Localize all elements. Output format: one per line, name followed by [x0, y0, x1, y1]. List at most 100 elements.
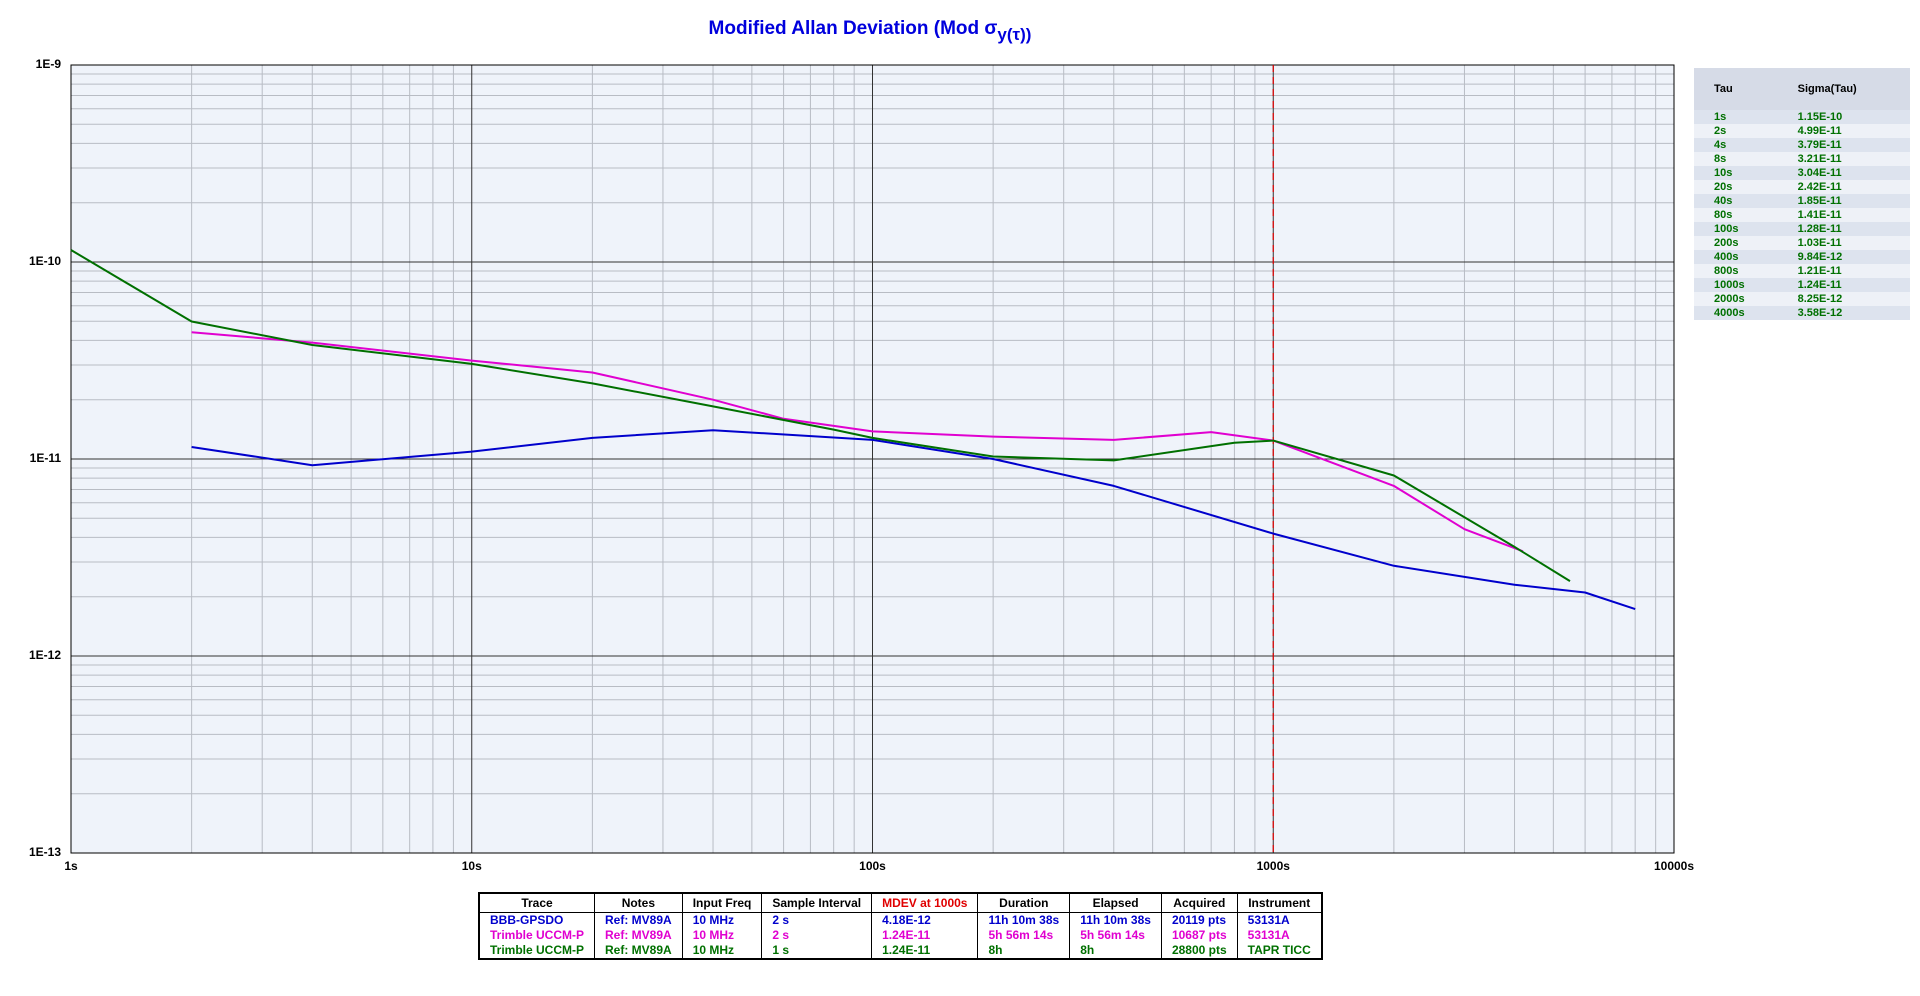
tau-header: Tau: [1694, 68, 1778, 110]
x-tick-label: 10s: [462, 859, 482, 873]
tau-row: 8s 3.21E-11: [1694, 152, 1910, 166]
tau-cell: 1.85E-11: [1777, 194, 1910, 208]
tau-row: 4s 3.79E-11: [1694, 138, 1910, 152]
tau-cell: 100s: [1694, 222, 1778, 236]
trace-cell: TAPR TICC: [1236, 943, 1323, 959]
series-line: [191, 331, 1524, 553]
trace-header: Trace: [478, 892, 596, 913]
tau-cell: 2000s: [1714, 293, 1745, 305]
tau-cell: 2.42E-11: [1797, 181, 1842, 193]
trace-cell: Ref: MV89A: [594, 928, 683, 943]
trace-header: Acquired: [1160, 892, 1238, 913]
y-tick-label: 1E-11: [30, 451, 62, 465]
trace-cell: 2 s: [761, 912, 873, 928]
plot-frame: [70, 64, 1675, 854]
title-main: Modified Allan Deviation (Mod σ: [709, 18, 998, 39]
tau-row: 10s 3.04E-11: [1694, 166, 1910, 180]
trace-header: MDEV at 1000s: [871, 892, 979, 913]
trace-cell: 10 MHz: [681, 928, 763, 943]
y-tick-label: 1E-9: [36, 57, 62, 71]
trace-cell: 4.18E-12: [871, 912, 979, 928]
trace-row: Trimble UCCM-P Ref: MV89A 10 MHz 2 s 1.24E-1…: [478, 928, 1323, 943]
tau-cell: 80s: [1714, 209, 1733, 221]
tau-cell: 10s: [1694, 166, 1778, 180]
x-tick-label: 100s: [859, 859, 886, 873]
tau-cell: 1s: [1694, 110, 1778, 124]
trace-cell: Ref: MV89A: [594, 912, 683, 928]
trace-cell: 1 s: [761, 943, 873, 959]
trace-cell: 2 s: [761, 928, 873, 943]
tau-cell: 4s: [1694, 138, 1778, 152]
tau-cell: 3.58E-12: [1777, 306, 1910, 320]
tau-row: 2000s 8.25E-12: [1694, 292, 1910, 306]
trace-cell: 11h 10m 38s: [1069, 912, 1162, 928]
tau-cell: 3.79E-11: [1777, 138, 1910, 152]
tau-row: 100s 1.28E-11: [1694, 222, 1910, 236]
y-tick-label: 1E-10: [29, 254, 61, 268]
trace-header: Duration: [977, 892, 1071, 913]
x-tick-label: 10000s: [1654, 859, 1694, 873]
tau-cell: 200s: [1714, 237, 1739, 249]
tau-header-row: Tau Sigma(Tau): [1694, 68, 1910, 110]
tau-cell: 1000s: [1694, 278, 1778, 292]
tau-cell: 1.28E-11: [1777, 222, 1910, 236]
trace-header-row: Trace Notes Input Freq Sample Interval MDEV …: [478, 892, 1323, 913]
trace-header: Input Freq: [681, 892, 763, 913]
title-subscript: y: [997, 25, 1007, 44]
tau-row: 1000s 1.24E-11: [1694, 278, 1910, 292]
tau-cell: 800s: [1714, 265, 1739, 277]
chart: Modified Allan Deviation (Mod σy(τ)) 1s 1…: [29, 18, 1694, 873]
trace-header: Sample Interval: [761, 892, 873, 913]
tau-cell: 9.84E-12: [1777, 250, 1910, 264]
y-tick-label: 1E-13: [29, 845, 61, 859]
tau-cell: 2s: [1714, 125, 1727, 137]
trace-name: BBB-GPSDO: [478, 912, 596, 928]
tau-cell: 8.25E-12: [1797, 293, 1843, 305]
tau-cell: 1.03E-11: [1797, 237, 1842, 249]
tau-row: 1s 1.15E-10: [1694, 110, 1910, 124]
trace-cell: 10 MHz: [681, 943, 763, 959]
tau-cell: 1.24E-11: [1777, 278, 1910, 292]
tau-row: 40s 1.85E-11: [1694, 194, 1910, 208]
tau-cell: 4000s: [1694, 306, 1778, 320]
tau-cell: 40s: [1694, 194, 1778, 208]
trace-cell: 8h: [1069, 943, 1162, 959]
trace-name: Trimble UCCM-P: [478, 928, 596, 943]
trace-name: Trimble UCCM-P: [478, 943, 596, 959]
trace-cell: 1.24E-11: [871, 928, 979, 943]
trace-cell: 1.24E-11: [871, 943, 979, 959]
tau-cell: 1.21E-11: [1797, 265, 1842, 277]
tau-cell: 3.21E-11: [1797, 153, 1842, 165]
title-tail: (τ)): [1007, 25, 1032, 44]
trace-cell: 10687 pts: [1160, 928, 1238, 943]
tau-row: 20s 2.42E-11: [1694, 180, 1910, 194]
trace-cell: 10 MHz: [681, 912, 763, 928]
tau-row: 80s 1.41E-11: [1694, 208, 1910, 222]
series-line: [191, 429, 1636, 611]
tau-row: 4000s 3.58E-12: [1694, 306, 1910, 320]
tau-cell: 400s: [1694, 250, 1778, 264]
trace-row: BBB-GPSDO Ref: MV89A 10 MHz 2 s 4.18E-12 11h …: [478, 912, 1323, 928]
trace-header: Elapsed: [1069, 892, 1162, 913]
trace-cell: 20119 pts: [1160, 912, 1238, 928]
y-tick-label: 1E-12: [29, 648, 61, 662]
tau-row: 800s 1.21E-11: [1694, 264, 1910, 278]
trace-cell: 11h 10m 38s: [977, 912, 1071, 928]
tau-cell: 4.99E-11: [1797, 125, 1842, 137]
trace-cell: 28800 pts: [1160, 943, 1238, 959]
tau-row: 2s 4.99E-11: [1694, 124, 1910, 138]
trace-cell: Ref: MV89A: [594, 943, 683, 959]
tau-cell: 1.41E-11: [1797, 209, 1842, 221]
series-line: [70, 249, 1571, 582]
trace-cell: 53131A: [1236, 928, 1323, 943]
trace-cell: 8h: [977, 943, 1071, 959]
tau-cell: 8s: [1714, 153, 1727, 165]
trace-cell: 53131A: [1236, 912, 1323, 928]
tau-row: 400s 9.84E-12: [1694, 250, 1910, 264]
trace-cell: 5h 56m 14s: [1069, 928, 1162, 943]
trace-cell: 5h 56m 14s: [977, 928, 1071, 943]
tau-cell: 20s: [1714, 181, 1733, 193]
tau-cell: 1.15E-10: [1777, 110, 1910, 124]
tau-header: Sigma(Tau): [1777, 68, 1910, 110]
x-tick-label: 1000s: [1257, 859, 1291, 873]
